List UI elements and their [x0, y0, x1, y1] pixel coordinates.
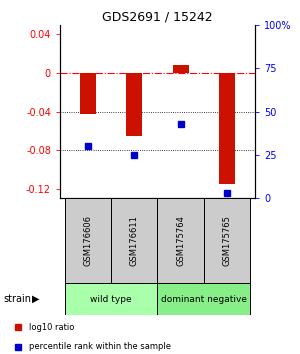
Text: wild type: wild type — [90, 295, 132, 304]
Text: dominant negative: dominant negative — [161, 295, 247, 304]
Text: strain: strain — [3, 294, 31, 304]
Bar — [219, 73, 235, 184]
Bar — [64, 198, 111, 283]
Text: log10 ratio: log10 ratio — [29, 323, 75, 332]
Text: GSM175765: GSM175765 — [223, 215, 232, 266]
Title: GDS2691 / 15242: GDS2691 / 15242 — [102, 11, 213, 24]
Text: GSM175764: GSM175764 — [176, 215, 185, 266]
Bar — [204, 198, 250, 283]
Text: ▶: ▶ — [32, 294, 40, 304]
Bar — [172, 65, 189, 73]
Bar — [64, 283, 158, 315]
Bar — [126, 73, 142, 136]
Text: percentile rank within the sample: percentile rank within the sample — [29, 342, 172, 352]
Bar — [158, 198, 204, 283]
Text: GSM176606: GSM176606 — [83, 215, 92, 266]
Bar — [80, 73, 96, 114]
Bar — [158, 283, 250, 315]
Text: GSM176611: GSM176611 — [130, 215, 139, 266]
Bar — [111, 198, 158, 283]
